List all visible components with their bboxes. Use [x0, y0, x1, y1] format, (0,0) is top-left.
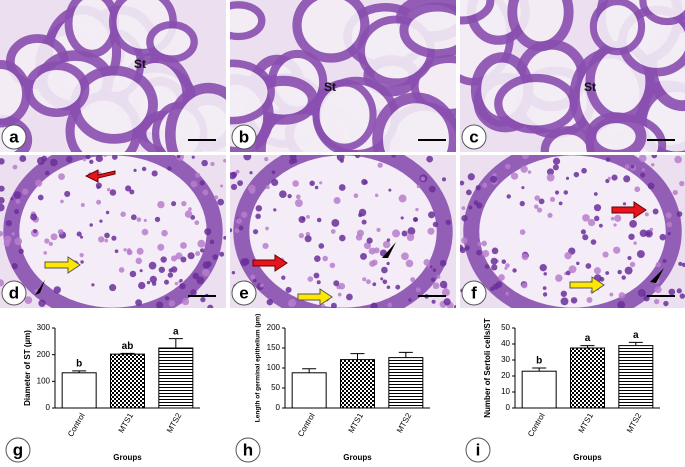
y-tick-label: 50: [501, 323, 510, 332]
micrograph: [0, 0, 226, 152]
panel-label: f: [471, 283, 477, 302]
panel-label: c: [469, 127, 478, 146]
label-circle: [231, 280, 257, 306]
significance-label: b: [536, 356, 542, 367]
micrograph: [230, 155, 456, 308]
error-bar: [580, 345, 595, 348]
label-circle: [235, 437, 261, 463]
bar-chart: 0 50 100 150 200 Length of germinal epitheliu…: [235, 314, 430, 463]
bar: [291, 372, 327, 409]
significance-label: a: [633, 330, 639, 341]
bar: [521, 370, 557, 409]
x-tick-label: MTS2: [625, 411, 644, 434]
bar: [570, 347, 605, 409]
significance-label: b: [76, 359, 82, 370]
micrograph: [230, 0, 456, 152]
y-tick-label: 200: [267, 323, 281, 332]
panel-label: b: [239, 127, 249, 146]
micrographs: St a St b St c d e f: [0, 0, 685, 308]
x-axis-label: Groups: [573, 453, 602, 462]
micrograph: [460, 0, 685, 152]
bar-chart: 0 10 20 30 40 50 Number of Sertoli cells/ST b Co…: [465, 318, 660, 463]
y-tick-label: 30: [501, 355, 510, 364]
y-tick-label: 300: [37, 323, 51, 332]
panel-label: a: [9, 127, 19, 146]
label-circle: [5, 437, 31, 463]
arrows: [35, 169, 664, 306]
x-tick-label: Control: [296, 411, 317, 438]
error-bar: [72, 370, 87, 373]
bar: [618, 345, 654, 409]
y-axis-label: Length of germinal epithelium (µm): [255, 314, 262, 422]
y-tick-label: 10: [501, 387, 510, 396]
structure-label: St: [324, 80, 336, 94]
error-bar: [120, 352, 135, 355]
label-circle: [1, 124, 27, 150]
error-bar: [532, 367, 547, 372]
x-tick-label: MTS1: [117, 411, 136, 434]
micrograph: [460, 155, 685, 308]
panel-label: g: [13, 440, 23, 459]
bar-chart: 0 100 200 300 Diameter of ST (µm) b Control ab M…: [5, 323, 200, 463]
y-tick-label: 200: [37, 350, 51, 359]
y-tick-label: 0: [276, 403, 281, 412]
bar: [61, 372, 97, 409]
y-tick-label: 100: [267, 363, 281, 372]
x-tick-label: MTS1: [577, 411, 596, 434]
micrograph: [0, 155, 226, 308]
label-circle: [465, 437, 491, 463]
y-tick-label: 40: [501, 339, 510, 348]
significance-label: a: [585, 333, 591, 344]
significance-label: a: [173, 326, 179, 337]
x-axis-label: Groups: [113, 453, 142, 462]
x-tick-label: MTS1: [347, 411, 366, 434]
bar: [340, 359, 375, 409]
y-tick-label: 150: [267, 343, 281, 352]
y-tick-label: 50: [271, 383, 280, 392]
x-tick-label: Control: [526, 411, 547, 438]
x-axis-label: Groups: [343, 453, 372, 462]
error-bar: [302, 368, 317, 373]
y-axis-label: Number of Sertoli cells/ST: [483, 318, 492, 418]
error-bar: [350, 353, 365, 360]
error-bar: [168, 338, 183, 348]
y-tick-label: 0: [46, 403, 51, 412]
error-bar: [398, 351, 413, 358]
y-axis-label: Diameter of ST (µm): [23, 330, 32, 406]
label-circle: [1, 280, 27, 306]
panel-label: e: [239, 283, 248, 302]
label-circle: [461, 280, 487, 306]
bar: [158, 347, 194, 409]
x-tick-label: Control: [66, 411, 87, 438]
error-bar: [628, 341, 643, 346]
y-tick-label: 100: [37, 376, 51, 385]
y-tick-label: 0: [506, 403, 511, 412]
x-tick-label: MTS2: [395, 411, 414, 434]
panel-label: i: [476, 440, 481, 459]
panel-label: d: [9, 283, 19, 302]
panel-label: h: [243, 440, 253, 459]
y-tick-label: 20: [501, 371, 510, 380]
bar: [388, 357, 424, 409]
label-circle: [231, 124, 257, 150]
significance-label: ab: [122, 341, 134, 352]
x-tick-label: MTS2: [165, 411, 184, 434]
structure-label: St: [134, 57, 146, 71]
label-circle: [461, 124, 487, 150]
structure-label: St: [584, 80, 596, 94]
bar: [110, 353, 145, 409]
